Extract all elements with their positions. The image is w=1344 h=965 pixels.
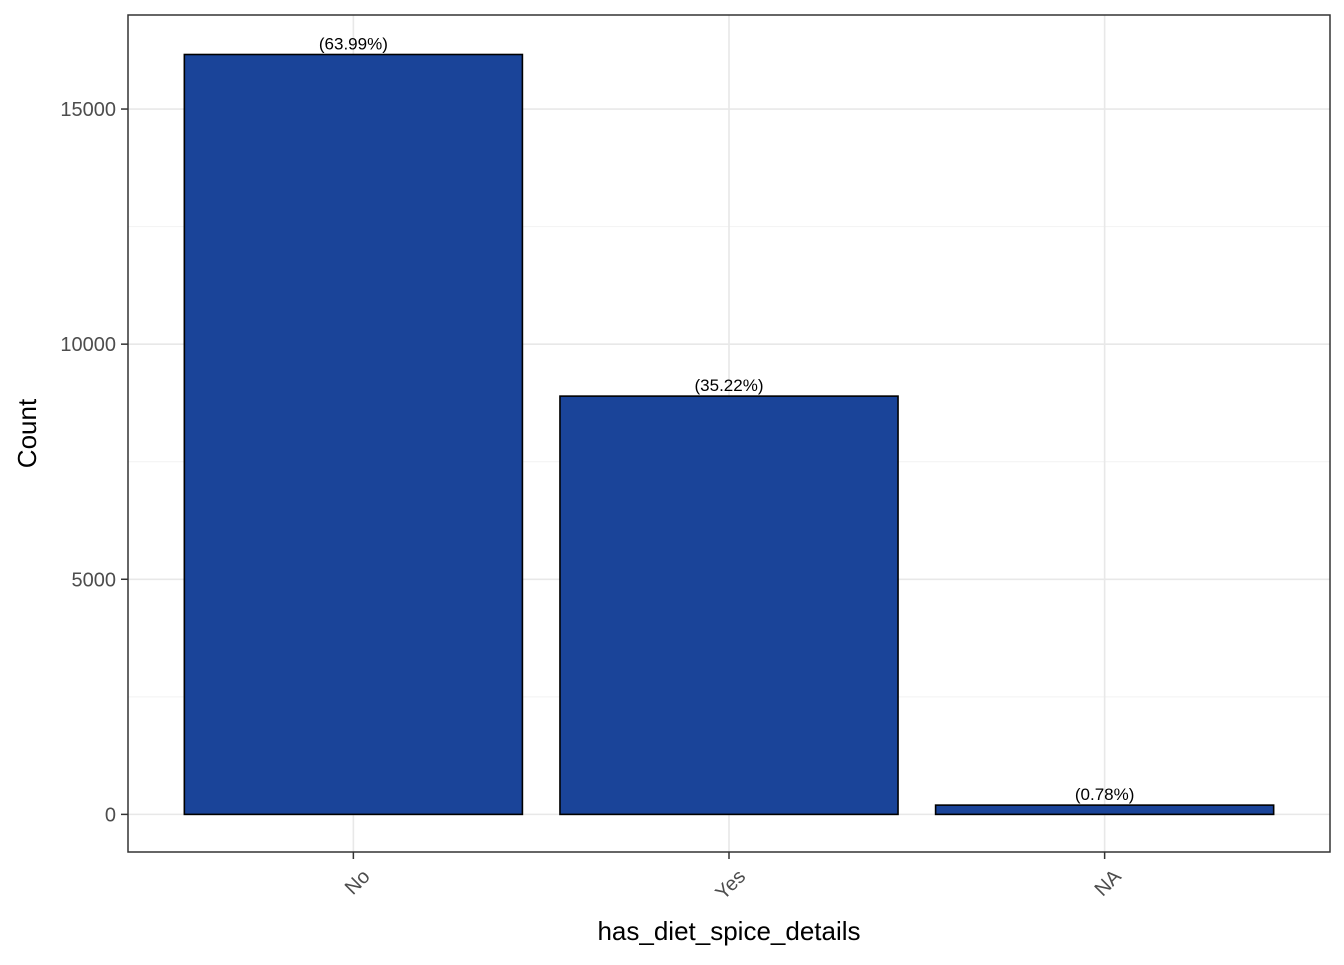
data-label-no: (63.99%) — [319, 34, 388, 53]
y-axis: 0 5000 10000 15000 — [60, 99, 128, 826]
x-axis: No Yes NA — [341, 852, 1126, 904]
bar-na — [934, 804, 1275, 816]
data-label-yes: (35.22%) — [695, 376, 764, 395]
y-tick-label: 10000 — [60, 334, 116, 356]
bar-yes — [559, 395, 899, 816]
bars — [183, 53, 1275, 816]
data-labels: (63.99%) (35.22%) (0.78%) — [319, 34, 1135, 804]
data-label-na: (0.78%) — [1075, 785, 1135, 804]
y-axis-title: Count — [12, 398, 42, 468]
x-axis-title: has_diet_spice_details — [597, 916, 860, 946]
x-tick-label-no: No — [341, 866, 375, 900]
y-tick-label: 15000 — [60, 99, 116, 121]
y-tick-label: 0 — [105, 804, 116, 826]
bar-no — [183, 53, 524, 816]
y-tick-label: 5000 — [72, 569, 117, 591]
x-tick-label-yes: Yes — [712, 866, 751, 905]
x-tick-label-na: NA — [1091, 865, 1127, 901]
